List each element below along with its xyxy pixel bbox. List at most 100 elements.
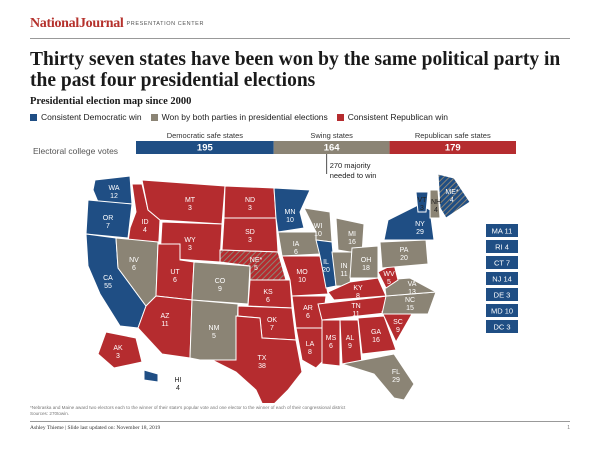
state-votes-ms: 6	[329, 343, 333, 350]
state-votes-ne: 5	[254, 265, 258, 272]
state-label-ar: AR	[303, 305, 313, 312]
state-label-wa: WA	[108, 185, 119, 192]
small-state-box-dc	[486, 320, 518, 333]
state-label-oh: OH	[361, 257, 372, 264]
state-votes-ga: 16	[372, 337, 380, 344]
state-ky	[327, 277, 387, 301]
state-label-la: LA	[306, 341, 315, 348]
us-map: WA12OR7CA55ID4NV6MT3WY3UT6AZ11CO9NM5ND3S…	[85, 173, 471, 403]
state-votes-mo: 10	[298, 277, 306, 284]
small-state-label-md: MD 10	[491, 307, 513, 316]
state-label-ms: MS	[326, 335, 337, 342]
state-votes-wi: 10	[314, 231, 322, 238]
state-label-co: CO	[215, 278, 226, 285]
state-ak	[97, 331, 143, 369]
state-votes-co: 9	[218, 286, 222, 293]
state-label-sc: SC	[393, 319, 403, 326]
state-votes-va: 13	[408, 289, 416, 296]
state-votes-ak: 3	[116, 353, 120, 360]
state-votes-wy: 3	[188, 245, 192, 252]
small-state-label-nj: NJ 14	[492, 275, 512, 284]
state-label-or: OR	[103, 215, 114, 222]
state-label-ak: AK	[113, 345, 123, 352]
state-votes-mt: 3	[188, 205, 192, 212]
legend-item-swing: Won by both parties in presidential elec…	[150, 112, 328, 122]
state-label-fl: FL	[392, 369, 400, 376]
state-votes-pa: 20	[400, 255, 408, 262]
small-state-box-de	[486, 288, 518, 301]
legend-swatch-swing	[150, 113, 158, 121]
state-label-ks: KS	[263, 289, 273, 296]
chart-subtitle: Presidential election map since 2000	[30, 96, 192, 107]
state-label-pa: PA	[400, 247, 409, 254]
state-pa	[379, 239, 429, 269]
state-mn	[273, 187, 311, 233]
small-state-box-ma	[486, 224, 518, 237]
legend-item-democratic: Consistent Democratic win	[30, 112, 142, 122]
state-label-mi: MI	[348, 231, 356, 238]
state-ga	[357, 315, 397, 355]
logo-subtitle: PRESENTATION CENTER	[126, 21, 205, 27]
state-label-az: AZ	[161, 313, 171, 320]
state-hi	[143, 369, 159, 383]
footnote: *Nebraska and Maine award two electors e…	[30, 405, 345, 417]
state-votes-sd: 3	[248, 237, 252, 244]
state-label-mt: MT	[185, 197, 196, 204]
state-ny	[383, 203, 435, 241]
footnote-nebraska-maine: *Nebraska and Maine award two electors e…	[30, 405, 346, 410]
state-votes-sc: 9	[396, 327, 400, 334]
small-states-legend: MA 11 RI 4 CT 7 NJ 14 DE 3 MD 10 DC 3	[486, 224, 518, 333]
state-votes-oh: 18	[362, 265, 370, 272]
state-label-ok: OK	[267, 317, 277, 324]
state-votes-al: 9	[348, 343, 352, 350]
logo-wordmark: NationalJournal	[30, 16, 124, 31]
state-votes-la: 8	[308, 349, 312, 356]
footer-credit: Ashley Thieme | Slide last updated on: N…	[30, 425, 161, 431]
legend-swatch-democratic	[30, 113, 37, 121]
small-state-box-ri	[486, 240, 518, 253]
state-label-va: VA	[408, 281, 417, 288]
state-label-nc: NC	[405, 297, 415, 304]
state-vt	[415, 191, 429, 213]
state-label-ny: NY	[415, 221, 425, 228]
state-label-tn: TN	[351, 303, 360, 310]
small-state-box-md	[486, 304, 518, 317]
state-label-in: IN	[341, 263, 348, 270]
slide-title: Thirty seven states have been won by the…	[30, 49, 561, 91]
bar-axis-label: Electoral college votes	[33, 146, 118, 156]
bar-value-rep: 179	[445, 143, 461, 154]
bar-segment-swing	[273, 141, 390, 154]
small-state-label-dc: DC 3	[493, 323, 510, 332]
state-votes-nh: 4	[434, 207, 438, 214]
state-il	[315, 239, 337, 289]
legend-swatch-republican	[336, 113, 344, 121]
state-votes-tx: 38	[258, 363, 266, 370]
state-label-wy: WY	[184, 237, 196, 244]
bar-group-label-swing: Swing states	[310, 131, 353, 140]
small-state-box-nj	[486, 272, 518, 285]
state-label-sd: SD	[245, 229, 255, 236]
state-label-ga: GA	[371, 329, 381, 336]
page-number: 1	[567, 425, 570, 431]
small-state-label-de: DE 3	[494, 291, 511, 300]
bar-value-swing: 164	[324, 143, 341, 154]
legend-label-democratic: Consistent Democratic win	[41, 112, 142, 122]
state-votes-id: 4	[143, 227, 147, 234]
majority-annotation-line1: 270 majority	[330, 161, 371, 170]
state-label-nm: NM	[209, 325, 220, 332]
state-votes-or: 7	[106, 223, 110, 230]
state-label-id: ID	[142, 219, 149, 226]
majority-annotation-line2: needed to win	[330, 171, 377, 180]
state-label-vt: VT	[418, 197, 428, 204]
state-label-ne: NE*	[250, 257, 263, 264]
state-votes-ca: 55	[104, 283, 112, 290]
state-votes-tn: 11	[352, 311, 359, 318]
state-label-ia: IA	[293, 241, 300, 248]
legend-label-swing: Won by both parties in presidential elec…	[161, 112, 328, 122]
legend: Consistent Democratic win Won by both pa…	[30, 112, 448, 122]
state-votes-vt: 3	[420, 205, 424, 212]
ev-stacked-bar: 195 164 179	[136, 141, 516, 154]
state-label-me: ME*	[445, 189, 459, 196]
state-label-al: AL	[346, 335, 355, 342]
state-votes-ar: 6	[306, 313, 310, 320]
